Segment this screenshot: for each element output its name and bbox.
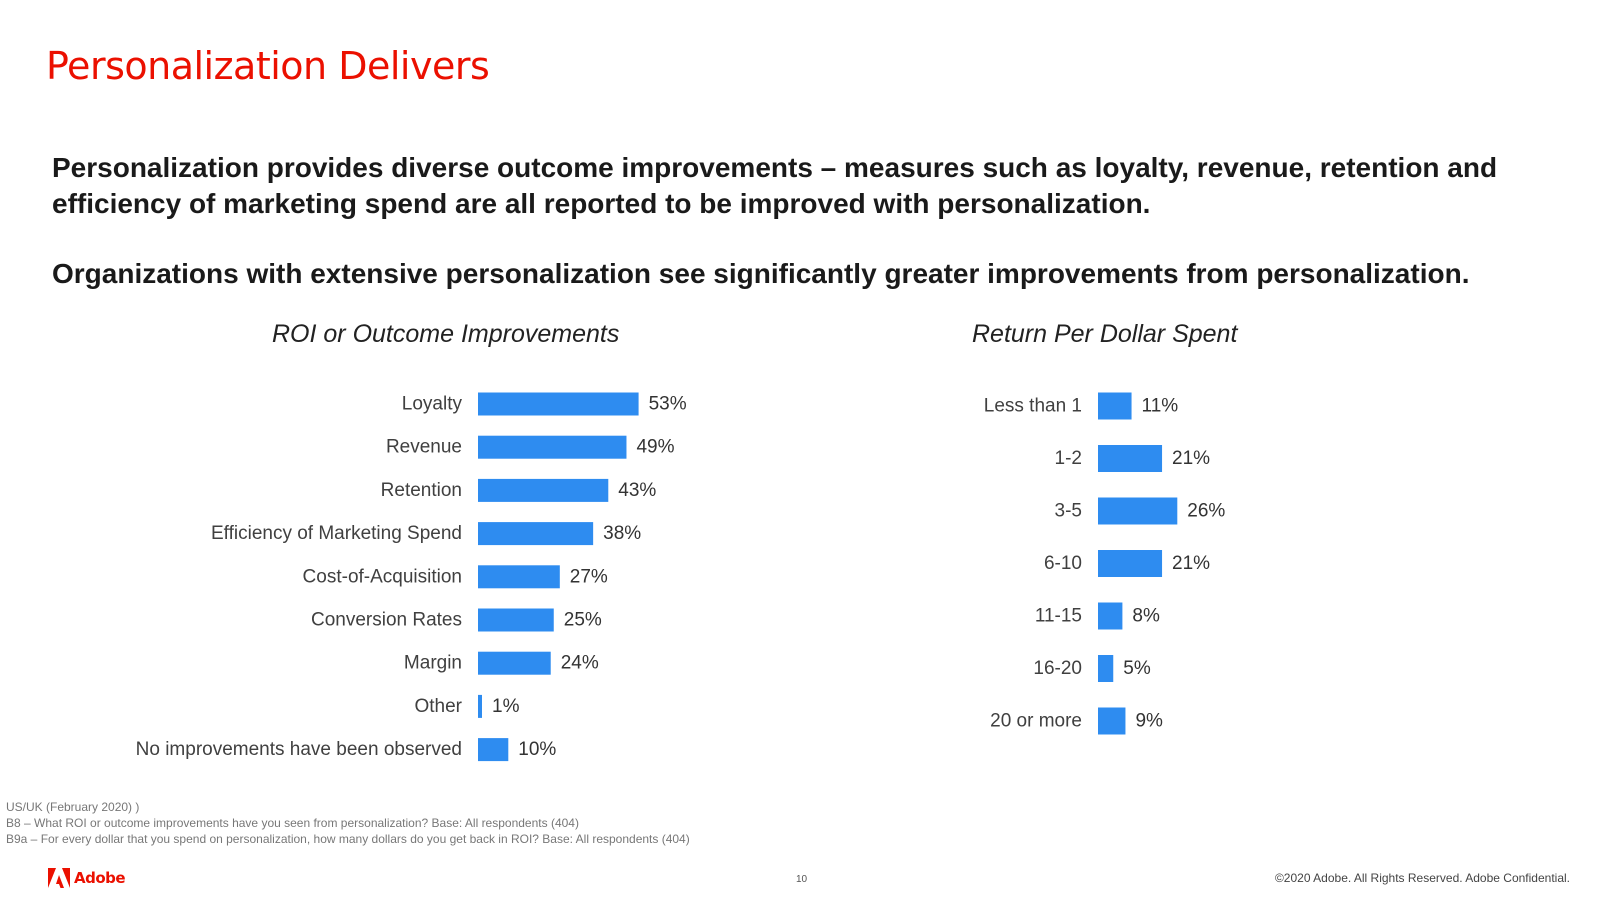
adobe-logo-text: Adobe <box>74 869 126 887</box>
return-value-label: 26% <box>1187 501 1225 522</box>
return-category-label: 11-15 <box>1035 606 1082 627</box>
summary-paragraph-1: Personalization provides diverse outcome… <box>52 152 1498 219</box>
return-bar <box>1098 550 1163 577</box>
roi-category-label: Margin <box>404 653 462 674</box>
footnotes: US/UK (February 2020) ) B8 – What ROI or… <box>6 799 690 847</box>
roi-bar <box>478 694 482 718</box>
roi-value-label: 43% <box>618 480 656 501</box>
return-category-label: 16-20 <box>1033 658 1082 679</box>
roi-category-label: Loyalty <box>402 394 463 415</box>
roi-bar <box>478 435 627 459</box>
return-bar <box>1098 707 1126 735</box>
return-value-label: 11% <box>1142 396 1179 417</box>
roi-value-label: 49% <box>636 437 674 458</box>
return-category-label: 20 or more <box>990 711 1082 732</box>
return-bar <box>1098 497 1178 525</box>
adobe-logo-icon <box>48 868 70 888</box>
return-value-label: 5% <box>1123 658 1151 679</box>
footnote-b8: B8 – What ROI or outcome improvements ha… <box>6 816 579 830</box>
roi-bar <box>478 522 594 546</box>
roi-bar <box>478 738 509 762</box>
roi-category-label: Cost-of-Acquisition <box>303 566 462 587</box>
roi-category-label: Efficiency of Marketing Spend <box>211 523 462 544</box>
roi-value-label: 10% <box>518 739 556 760</box>
footnote-b9a: B9a – For every dollar that you spend on… <box>6 832 690 846</box>
return-value-label: 21% <box>1172 448 1210 469</box>
roi-value-label: 24% <box>561 653 599 674</box>
return-bar <box>1098 445 1163 472</box>
roi-bar <box>478 478 609 502</box>
roi-value-label: 27% <box>570 566 608 587</box>
return-bar <box>1098 655 1114 682</box>
roi-bar <box>478 608 554 632</box>
return-value-label: 21% <box>1172 553 1210 574</box>
copyright-notice: ©2020 Adobe. All Rights Reserved. Adobe … <box>1274 871 1570 885</box>
return-bar <box>1098 602 1123 630</box>
roi-bar <box>478 565 560 589</box>
roi-category-label: No improvements have been observed <box>136 739 462 760</box>
roi-value-label: 38% <box>603 523 641 544</box>
adobe-logo: Adobe <box>48 868 126 888</box>
return-value-label: 9% <box>1135 711 1163 732</box>
roi-category-label: Retention <box>381 480 462 501</box>
page-number: 10 <box>796 874 808 885</box>
summary-paragraph-2: Organizations with extensive personaliza… <box>52 258 1470 289</box>
return-category-label: 6-10 <box>1044 553 1082 574</box>
roi-category-label: Revenue <box>386 437 462 458</box>
roi-bar <box>478 392 639 416</box>
return-bar <box>1098 392 1132 420</box>
roi-bar <box>478 651 551 675</box>
return-category-label: 1-2 <box>1055 448 1082 469</box>
return-value-label: 8% <box>1132 606 1160 627</box>
roi-category-label: Other <box>414 696 462 717</box>
roi-category-label: Conversion Rates <box>311 610 462 631</box>
chart-title-return: Return Per Dollar Spent <box>972 320 1238 348</box>
footnote-source: US/UK (February 2020) ) <box>6 800 140 814</box>
roi-value-label: 53% <box>649 394 687 415</box>
roi-value-label: 25% <box>564 610 602 631</box>
return-category-label: 3-5 <box>1055 501 1082 522</box>
return-category-label: Less than 1 <box>984 396 1082 417</box>
roi-value-label: 1% <box>492 696 520 717</box>
chart-title-roi: ROI or Outcome Improvements <box>272 320 620 348</box>
slide-title: Personalization Delivers <box>46 44 490 88</box>
